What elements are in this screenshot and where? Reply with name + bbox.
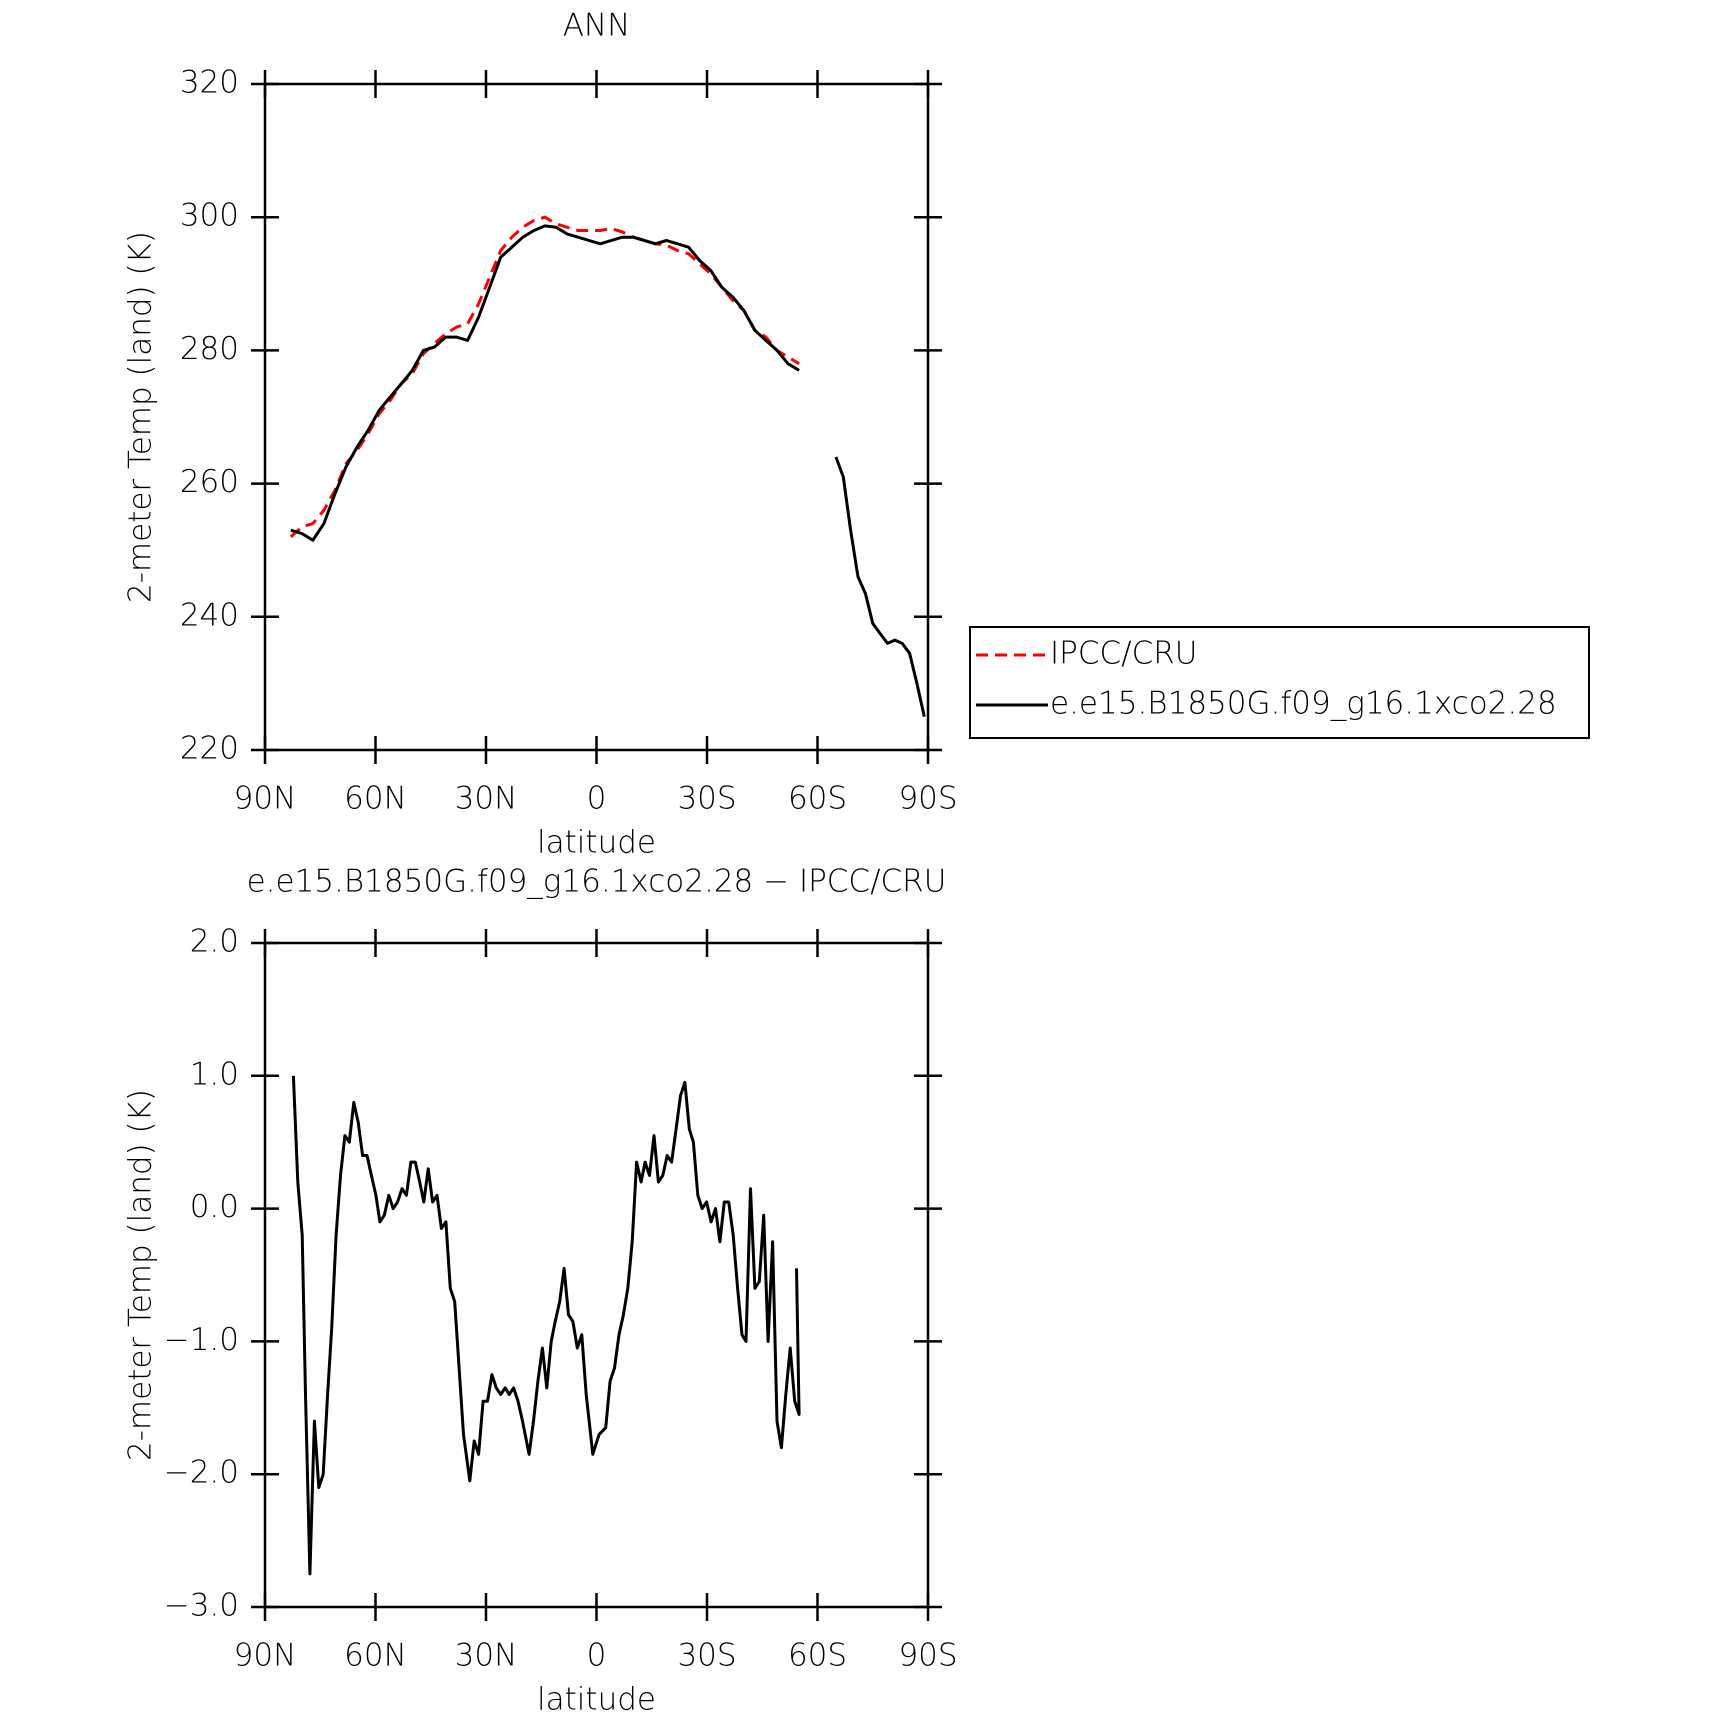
y-tick-label: 240 [180, 597, 239, 633]
legend-box [969, 626, 1590, 739]
data-line [290, 224, 926, 718]
x-tick-label: 30N [455, 1638, 518, 1674]
x-tick-label: 60N [344, 1638, 407, 1674]
data-line [289, 215, 800, 539]
x-tick-label: 90N [234, 1638, 297, 1674]
x-tick-label: 30N [455, 781, 518, 817]
y-tick-label: −1.0 [164, 1322, 239, 1358]
x-tick-label: 0 [587, 781, 607, 817]
x-axis-label: latitude [537, 1682, 656, 1718]
y-tick-label: 260 [180, 464, 239, 500]
y-tick-label: 0.0 [190, 1189, 239, 1225]
legend-label: e.e15.B1850G.f09_g16.1xco2.28 [1050, 686, 1557, 722]
x-tick-label: 60S [788, 781, 847, 817]
x-tick-label: 90S [898, 781, 957, 817]
plot-frame [263, 82, 930, 752]
x-tick-label: 30S [677, 1638, 736, 1674]
y-axis-label: 2-meter Temp (land) (K) [123, 1089, 159, 1461]
y-tick-label: −2.0 [164, 1455, 239, 1491]
x-tick-label: 30S [677, 781, 736, 817]
data-line [291, 1075, 801, 1576]
plot-frame [263, 941, 930, 1609]
legend-label: IPCC/CRU [1050, 636, 1197, 672]
y-tick-label: 220 [180, 731, 239, 767]
y-axis-label: 2-meter Temp (land) (K) [123, 231, 159, 603]
x-tick-label: 90N [234, 781, 297, 817]
x-tick-label: 0 [587, 1638, 607, 1674]
x-tick-label: 60N [344, 781, 407, 817]
y-tick-label: 280 [180, 331, 239, 367]
x-tick-label: 90S [898, 1638, 957, 1674]
y-tick-label: 300 [180, 198, 239, 234]
chart-title: e.e15.B1850G.f09_g16.1xco2.28 − IPCC/CRU [247, 864, 947, 900]
x-tick-label: 60S [788, 1638, 847, 1674]
chart-title: ANN [563, 8, 631, 44]
y-tick-label: 1.0 [190, 1056, 239, 1092]
y-tick-label: −3.0 [164, 1588, 239, 1624]
y-tick-label: 2.0 [190, 924, 239, 960]
y-tick-label: 320 [180, 65, 239, 101]
x-axis-label: latitude [537, 825, 656, 861]
